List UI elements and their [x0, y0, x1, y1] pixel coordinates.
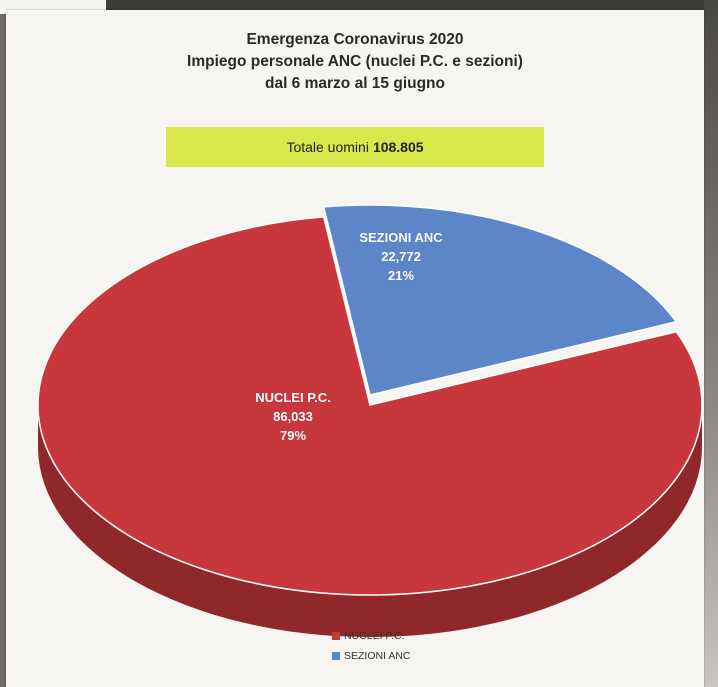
- slice-name-nuclei: NUCLEI P.C.: [255, 390, 331, 405]
- legend-item-sezioni: SEZIONI ANC: [332, 646, 411, 666]
- legend-item-nuclei: NUCLEI P.C.: [332, 626, 411, 646]
- title-line-2: Impiego personale ANC (nuclei P.C. e sez…: [187, 53, 523, 70]
- total-value: 108.805: [372, 139, 424, 155]
- slice-percent-sezioni: 21%: [387, 268, 415, 283]
- total-label: Totale uomini: [286, 139, 369, 155]
- legend-label-nuclei: NUCLEI P.C.: [344, 630, 405, 642]
- chart-title: Emergenza Coronavirus 2020 Impiego perso…: [6, 29, 704, 95]
- chart-legend: NUCLEI P.C. SEZIONI ANC: [332, 626, 411, 666]
- legend-label-sezioni: SEZIONI ANC: [344, 650, 411, 662]
- slice-percent-nuclei: 79%: [279, 428, 307, 443]
- legend-swatch-nuclei: [332, 632, 340, 640]
- pie-side-0: [38, 405, 702, 637]
- pie-chart: [37, 204, 703, 637]
- legend-swatch-sezioni: [332, 652, 340, 660]
- slice-value-sezioni: 22,772: [381, 249, 421, 264]
- total-box: Totale uomini 108.805: [166, 127, 544, 167]
- chart-page: Emergenza Coronavirus 2020 Impiego perso…: [6, 10, 704, 687]
- title-line-1: Emergenza Coronavirus 2020: [246, 31, 464, 48]
- pie-slice-sezioni: [322, 204, 678, 396]
- slice-label-sezioni: SEZIONI ANC 22,772 21%: [336, 228, 466, 285]
- slice-label-nuclei: NUCLEI P.C. 86,033 79%: [228, 388, 358, 445]
- scan-border-right: [704, 0, 718, 687]
- pie-slice-nuclei: [37, 216, 703, 596]
- slice-name-sezioni: SEZIONI ANC: [359, 230, 443, 245]
- title-line-3: dal 6 marzo al 15 giugno: [264, 75, 445, 92]
- slice-value-nuclei: 86,033: [273, 409, 313, 424]
